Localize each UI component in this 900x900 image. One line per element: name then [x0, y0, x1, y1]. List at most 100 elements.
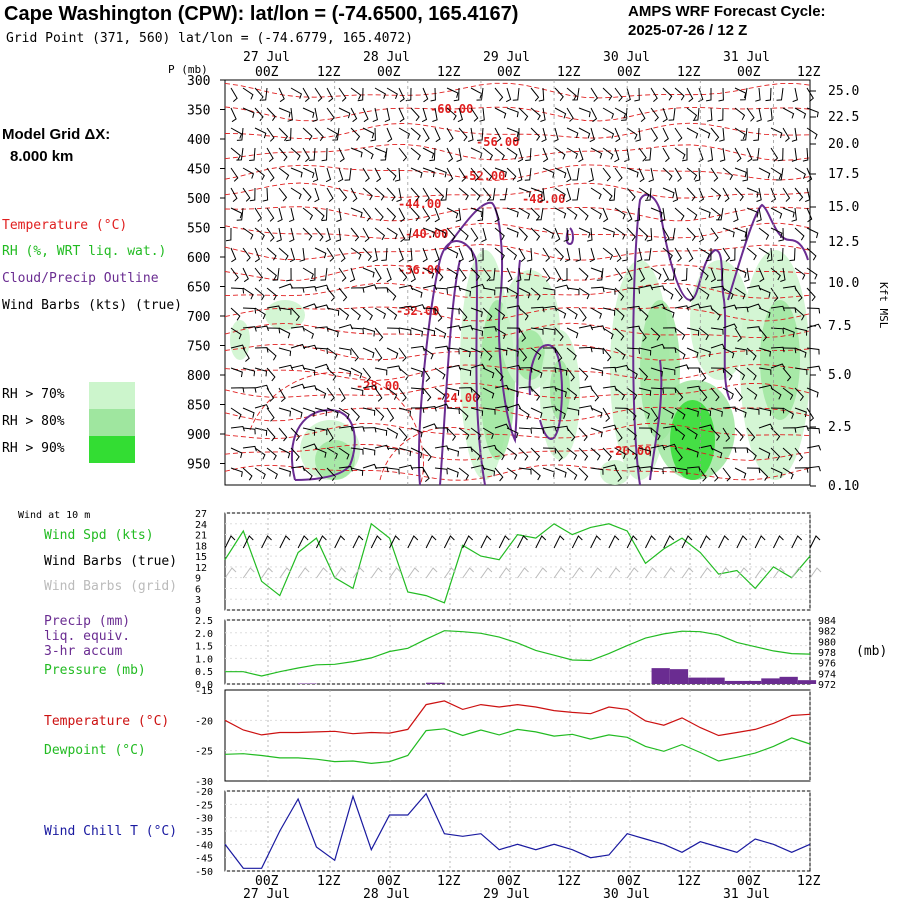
cloud-outline: [528, 343, 563, 440]
wind-barb: [458, 446, 473, 453]
wind-barb: [686, 407, 699, 417]
wind-barb: [734, 306, 749, 313]
wind-barb: [806, 247, 817, 261]
wind-barb: [638, 387, 652, 396]
wind-barb-grid: [553, 567, 566, 579]
wind-barb: [446, 247, 459, 259]
wind-barb: [278, 127, 289, 141]
wind-barb: [422, 327, 436, 337]
temperature-tick-label: -20: [195, 716, 213, 727]
wind-barb: [332, 127, 340, 141]
wind-barb: [506, 467, 518, 480]
wind-barb: [398, 347, 407, 362]
wind-barb: [758, 267, 765, 283]
wind-barb: [659, 207, 666, 222]
wind-barb: [374, 227, 386, 241]
wind-barb: [230, 425, 245, 432]
wind-barb: [230, 407, 242, 420]
wind-barb: [734, 127, 746, 140]
wind-barb: [278, 427, 288, 442]
wind-barb: [458, 367, 472, 376]
model-grid-label: Model Grid ΔX:: [2, 126, 111, 143]
top-time-tick-label: 00Z: [617, 65, 641, 80]
wind-barb: [350, 147, 363, 158]
wind-barb-grid: [663, 567, 676, 579]
wind-barb: [518, 467, 532, 475]
wind-barb: [554, 187, 566, 200]
wind-barb: [578, 267, 589, 281]
temperature-contour: [224, 382, 811, 399]
wind-barb: [590, 107, 598, 123]
wind-barb: [410, 127, 421, 141]
wind-barb: [434, 167, 447, 178]
wind-barb: [554, 347, 563, 362]
wind-barb: [717, 267, 724, 281]
wind-barb: [314, 284, 330, 290]
wind-barb: [542, 267, 551, 282]
wind-barb: [586, 227, 593, 242]
wind-barb: [410, 367, 423, 377]
wind-barb: [740, 87, 748, 101]
wind-barb: [686, 427, 698, 440]
wind-barb: [614, 167, 623, 182]
wind-barb: [650, 127, 659, 142]
wind-barb: [782, 387, 794, 400]
wind-barb: [278, 407, 292, 417]
wind-barb: [394, 167, 401, 182]
wind-barb: [350, 87, 362, 100]
wind-barb: [456, 147, 462, 162]
temperature-contour-label: -60.00: [430, 102, 473, 116]
wind-barb: [398, 327, 412, 336]
pressure-tick-label: 850: [187, 399, 210, 414]
wind-barb: [326, 427, 334, 442]
pressure-tick-label: 972: [818, 680, 836, 691]
wind-barb: [506, 207, 519, 218]
wind-barb: [770, 127, 783, 139]
wind-barb: [302, 443, 318, 449]
wind-barb: [494, 107, 507, 119]
wind-barb: [614, 87, 623, 102]
wind-barb: [410, 427, 423, 438]
wind-barb: [681, 267, 688, 282]
wind-barb-true: [389, 535, 400, 549]
wind-barb: [374, 267, 382, 282]
wind-barb: [602, 127, 615, 139]
wind-barb-true: [425, 535, 437, 549]
wind-barb: [481, 227, 487, 243]
wind-barb-grid: [315, 567, 328, 579]
wind-barb: [674, 305, 689, 311]
wind-barb: [602, 447, 612, 461]
wind-barb: [482, 167, 493, 181]
wind-barb: [434, 345, 449, 352]
wind-barb: [458, 167, 467, 182]
temperature-contour: [224, 182, 811, 199]
wind-barb: [590, 407, 603, 418]
wind-barb: [674, 447, 683, 462]
wind-barb: [614, 347, 626, 360]
wind-speed-tick-label: 0: [195, 606, 201, 617]
wind-barb: [458, 287, 472, 297]
wind-barb: [794, 447, 804, 462]
wind-barb: [410, 267, 416, 283]
wind-barb: [516, 267, 522, 282]
wind-barb: [266, 167, 275, 182]
wind-barb: [756, 187, 762, 202]
wind-barb: [386, 227, 398, 240]
wind-barb: [794, 267, 806, 280]
cloud-outline: [565, 227, 574, 246]
pressure-tick-label: 984: [818, 616, 836, 627]
wind-chill-line: [224, 792, 811, 869]
wind-barb-grid: [242, 567, 255, 579]
wind-barb: [662, 466, 677, 473]
bottom-time-tick-label: 00Z: [617, 874, 641, 889]
wind-barb: [614, 127, 621, 143]
wind-barb: [734, 427, 744, 442]
wind-barb: [434, 127, 441, 143]
wind-barb: [554, 267, 562, 282]
top-date-label: 29 Jul: [483, 50, 530, 65]
wind-barb: [578, 147, 584, 163]
wind-barb: [564, 247, 571, 263]
wind-barb: [494, 367, 504, 382]
wind-barb: [734, 407, 747, 418]
